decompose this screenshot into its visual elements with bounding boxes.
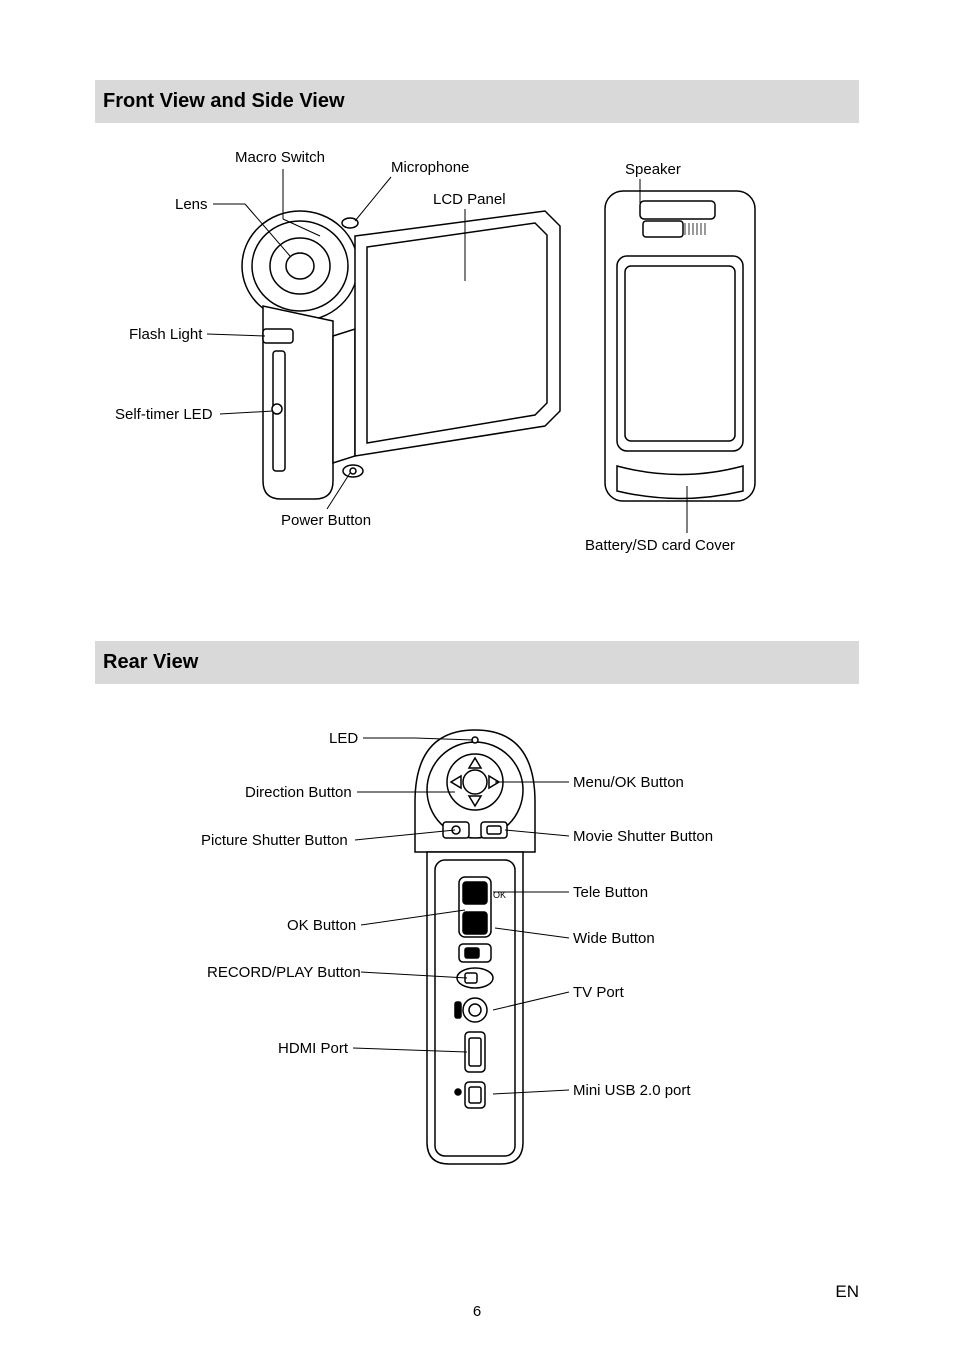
leader-lines-front bbox=[95, 141, 859, 601]
leader-lines-rear bbox=[95, 702, 859, 1192]
diagram-front-side: Macro Switch Microphone Speaker Lens LCD… bbox=[95, 141, 859, 601]
page-number: 6 bbox=[473, 1303, 481, 1320]
language-code: EN bbox=[835, 1282, 859, 1302]
section-header-rear: Rear View bbox=[95, 641, 859, 684]
section-header-front-side: Front View and Side View bbox=[95, 80, 859, 123]
diagram-rear: LED Direction Button Picture Shutter But… bbox=[95, 702, 859, 1192]
